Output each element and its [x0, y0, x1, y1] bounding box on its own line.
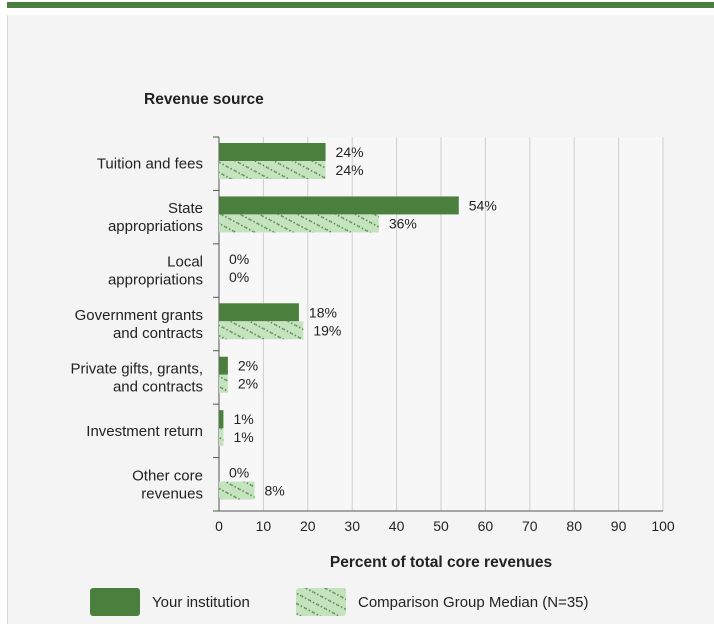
- x-axis-label: Percent of total core revenues: [330, 554, 552, 571]
- data-label-comparison: 8%: [265, 483, 285, 499]
- bar-comparison: [219, 214, 379, 233]
- category-label: State appropriations: [108, 200, 203, 235]
- x-tick-label: 30: [344, 518, 360, 534]
- x-tick-label: 50: [433, 518, 449, 534]
- x-tick-label: 100: [651, 518, 675, 534]
- bar-institution: [219, 196, 459, 215]
- x-tick-label: 0: [215, 518, 223, 534]
- bar-comparison: [219, 374, 228, 393]
- top-accent-bar: [0, 0, 714, 8]
- chart-title: Revenue source: [144, 91, 264, 108]
- x-tick-label: 70: [522, 518, 538, 534]
- legend-label-institution: Your institution: [152, 593, 250, 611]
- legend-institution: Your institution: [90, 587, 250, 617]
- category-label: Private gifts, grants, and contracts: [70, 360, 203, 395]
- legend-swatch-comparison: [296, 588, 346, 616]
- bar-institution: [219, 356, 228, 375]
- category-label: Investment return: [86, 423, 203, 440]
- bar-comparison: [219, 161, 326, 179]
- data-label-comparison: 0%: [229, 269, 249, 285]
- data-label-comparison: 36%: [389, 215, 417, 231]
- data-label-comparison: 2%: [238, 376, 258, 392]
- bar-institution: [219, 303, 299, 322]
- legend-comparison: Comparison Group Median (N=35): [296, 587, 589, 617]
- data-label-institution: 54%: [469, 197, 497, 213]
- category-label: Other core revenues: [132, 467, 203, 502]
- data-label-institution: 0%: [229, 465, 249, 481]
- x-tick-label: 10: [256, 518, 272, 534]
- x-tick-label: 40: [389, 518, 405, 534]
- data-label-institution: 24%: [336, 144, 364, 160]
- data-label-comparison: 24%: [336, 162, 364, 178]
- x-tick-label: 20: [300, 518, 316, 534]
- data-label-institution: 18%: [309, 304, 337, 320]
- bar-institution: [219, 410, 224, 429]
- category-label: Government grants and contracts: [75, 307, 203, 342]
- data-label-comparison: 1%: [233, 429, 253, 445]
- legend-swatch-institution: [90, 588, 140, 616]
- bar-comparison: [219, 481, 255, 500]
- category-label: Local appropriations: [108, 254, 203, 289]
- data-label-comparison: 19%: [313, 322, 341, 338]
- category-label: Tuition and fees: [97, 156, 203, 173]
- legend-label-comparison: Comparison Group Median (N=35): [358, 593, 589, 611]
- data-label-institution: 0%: [229, 251, 249, 267]
- bar-comparison: [219, 428, 224, 447]
- data-label-institution: 2%: [238, 358, 258, 374]
- x-tick-label: 60: [478, 518, 494, 534]
- data-label-institution: 1%: [233, 411, 253, 427]
- x-tick-label: 80: [566, 518, 582, 534]
- x-tick-label: 90: [611, 518, 627, 534]
- bar-comparison: [219, 321, 304, 340]
- bar-institution: [219, 143, 326, 161]
